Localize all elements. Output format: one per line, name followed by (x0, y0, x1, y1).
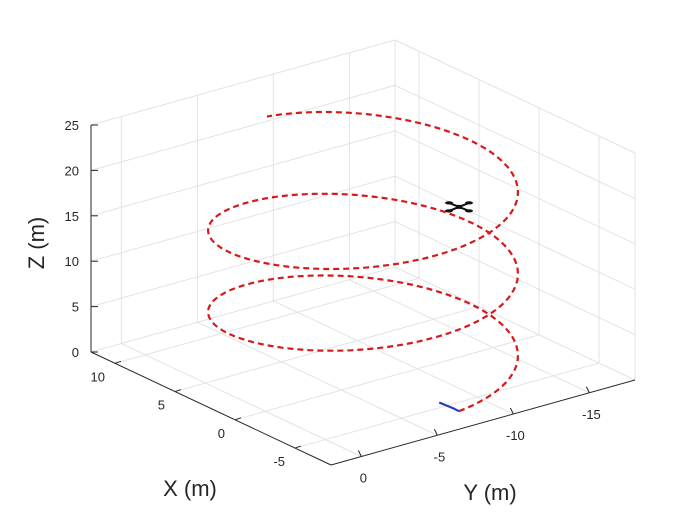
y-tick-label: -10 (506, 428, 525, 443)
y-tick (585, 386, 590, 393)
side-wall-gridline-z (90, 84, 396, 171)
back-wall-gridline-z (394, 84, 636, 199)
y-tick (433, 429, 438, 436)
floor-gridline-y (349, 279, 590, 394)
floor-gridline-x (114, 277, 420, 364)
series-layer (206, 110, 520, 413)
y-axis-line (330, 379, 636, 466)
actual-trajectory-line (438, 401, 460, 413)
back-wall-gridline-z (394, 39, 636, 154)
reference-trajectory-line (206, 110, 520, 413)
x-tick-label: 10 (91, 369, 105, 384)
floor-gridline-y (197, 321, 438, 436)
floor-gridline-x (234, 334, 540, 421)
z-axis-title: Z (m) (24, 217, 49, 270)
z-tick-label: 15 (65, 209, 79, 224)
x-tick (114, 360, 122, 364)
y-axis-title: Y (m) (463, 480, 516, 505)
floor-gridline-x (174, 306, 480, 393)
x-tick-label: 5 (158, 398, 165, 413)
x-tick (234, 417, 242, 421)
back-wall-gridline-z (394, 266, 636, 381)
z-tick-label: 5 (72, 300, 79, 315)
grid-layer (90, 39, 636, 457)
y-tick-label: -15 (582, 407, 601, 422)
ticks-layer: -5 0 5 10 -15 -10 -5 0 0 5 10 15 20 25 (65, 118, 601, 486)
side-wall-gridline-z (90, 175, 396, 262)
z-tick-label: 10 (65, 254, 79, 269)
x-tick (294, 445, 302, 449)
floor-gridline-y (121, 343, 362, 457)
y-tick (509, 407, 514, 415)
z-tick-label: 25 (65, 118, 79, 133)
side-wall-gridline-z (90, 221, 396, 308)
x-axis-line (90, 351, 332, 466)
back-wall-gridline-z (394, 175, 636, 290)
side-wall-gridline-z (90, 130, 396, 217)
z-tick-label: 20 (65, 163, 79, 178)
side-wall-gridline-z (90, 39, 396, 126)
x-axis-title: X (m) (163, 476, 217, 501)
y-tick (357, 450, 362, 457)
y-tick-label: 0 (360, 471, 367, 486)
x-tick-label: -5 (273, 454, 285, 469)
x-tick (174, 389, 182, 393)
x-tick-label: 0 (218, 426, 225, 441)
quadrotor-icon (445, 201, 473, 213)
y-tick-label: -5 (434, 449, 446, 464)
back-wall-gridline-z (394, 130, 636, 245)
side-wall-gridline-z (90, 266, 396, 353)
axes-layer (90, 125, 636, 466)
z-tick-label: 0 (72, 345, 79, 360)
back-wall-gridline-z (394, 221, 636, 336)
floor-gridline-y (273, 300, 514, 415)
